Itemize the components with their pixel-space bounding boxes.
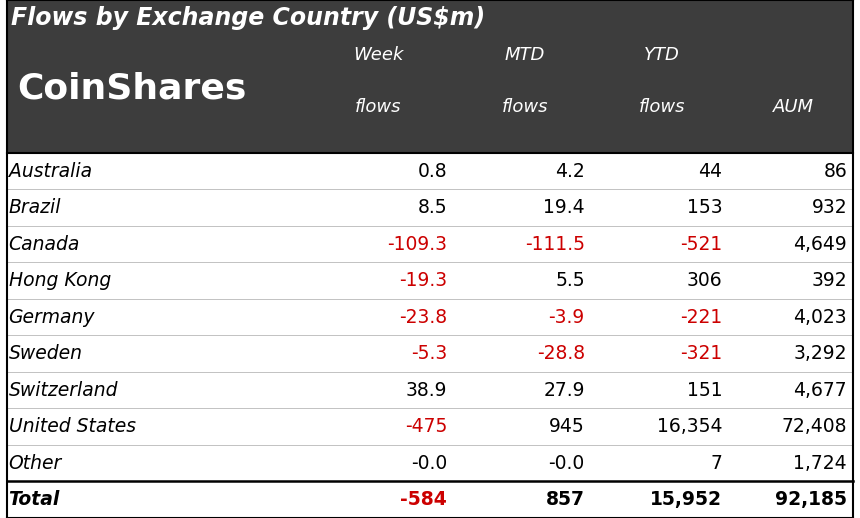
Text: -584: -584	[401, 490, 447, 509]
Text: 4.2: 4.2	[555, 162, 585, 181]
Text: 151: 151	[687, 381, 722, 400]
Bar	[7, 0, 853, 153]
Text: Brazil: Brazil	[9, 198, 61, 217]
Text: -23.8: -23.8	[399, 308, 447, 327]
Text: Total: Total	[9, 490, 60, 509]
Text: Germany: Germany	[9, 308, 95, 327]
Text: Flows by Exchange Country (US$m): Flows by Exchange Country (US$m)	[11, 6, 485, 30]
Text: 4,023: 4,023	[794, 308, 847, 327]
Text: AUM: AUM	[773, 98, 814, 116]
Text: -475: -475	[405, 417, 447, 436]
Text: -221: -221	[680, 308, 722, 327]
Text: 72,408: 72,408	[782, 417, 847, 436]
Text: Switzerland: Switzerland	[9, 381, 118, 400]
Text: 19.4: 19.4	[544, 198, 585, 217]
Text: 38.9: 38.9	[406, 381, 447, 400]
Text: flows: flows	[501, 98, 548, 116]
Bar	[7, 153, 853, 189]
Text: 306: 306	[687, 271, 722, 290]
Text: -0.0: -0.0	[411, 454, 447, 473]
Text: 153: 153	[687, 198, 722, 217]
Text: 3,292: 3,292	[794, 344, 847, 363]
Bar	[7, 445, 853, 482]
Text: -28.8: -28.8	[537, 344, 585, 363]
Text: 1,724: 1,724	[794, 454, 847, 473]
Bar	[7, 299, 853, 336]
Text: -521: -521	[680, 235, 722, 254]
Text: -111.5: -111.5	[525, 235, 585, 254]
Bar	[7, 262, 853, 299]
Text: 4,649: 4,649	[793, 235, 847, 254]
Text: Australia: Australia	[9, 162, 92, 181]
Text: flows: flows	[355, 98, 402, 116]
Bar	[7, 408, 853, 445]
Text: YTD: YTD	[644, 46, 680, 64]
Text: 86: 86	[823, 162, 847, 181]
Text: -19.3: -19.3	[399, 271, 447, 290]
Text: -109.3: -109.3	[387, 235, 447, 254]
Text: 0.8: 0.8	[418, 162, 447, 181]
Text: 945: 945	[549, 417, 585, 436]
Text: 7: 7	[710, 454, 722, 473]
Text: Other: Other	[9, 454, 62, 473]
Text: -5.3: -5.3	[411, 344, 447, 363]
Bar	[7, 336, 853, 372]
Text: Canada: Canada	[9, 235, 80, 254]
Text: Week: Week	[353, 46, 403, 64]
Text: 5.5: 5.5	[556, 271, 585, 290]
Text: 392: 392	[812, 271, 847, 290]
Text: 857: 857	[546, 490, 585, 509]
Text: CoinShares: CoinShares	[17, 71, 247, 106]
Bar	[7, 189, 853, 226]
Text: flows: flows	[639, 98, 685, 116]
Text: 16,354: 16,354	[657, 417, 722, 436]
Text: -3.9: -3.9	[549, 308, 585, 327]
Text: MTD: MTD	[505, 46, 544, 64]
Text: 932: 932	[812, 198, 847, 217]
Text: 4,677: 4,677	[794, 381, 847, 400]
Text: Sweden: Sweden	[9, 344, 83, 363]
Text: 92,185: 92,185	[775, 490, 847, 509]
Text: Hong Kong: Hong Kong	[9, 271, 111, 290]
Text: 27.9: 27.9	[544, 381, 585, 400]
Bar	[7, 482, 853, 518]
Bar	[7, 226, 853, 262]
Bar	[7, 372, 853, 408]
Text: 15,952: 15,952	[650, 490, 722, 509]
Text: -0.0: -0.0	[549, 454, 585, 473]
Text: -321: -321	[680, 344, 722, 363]
Text: 8.5: 8.5	[418, 198, 447, 217]
Text: 44: 44	[698, 162, 722, 181]
Text: United States: United States	[9, 417, 136, 436]
